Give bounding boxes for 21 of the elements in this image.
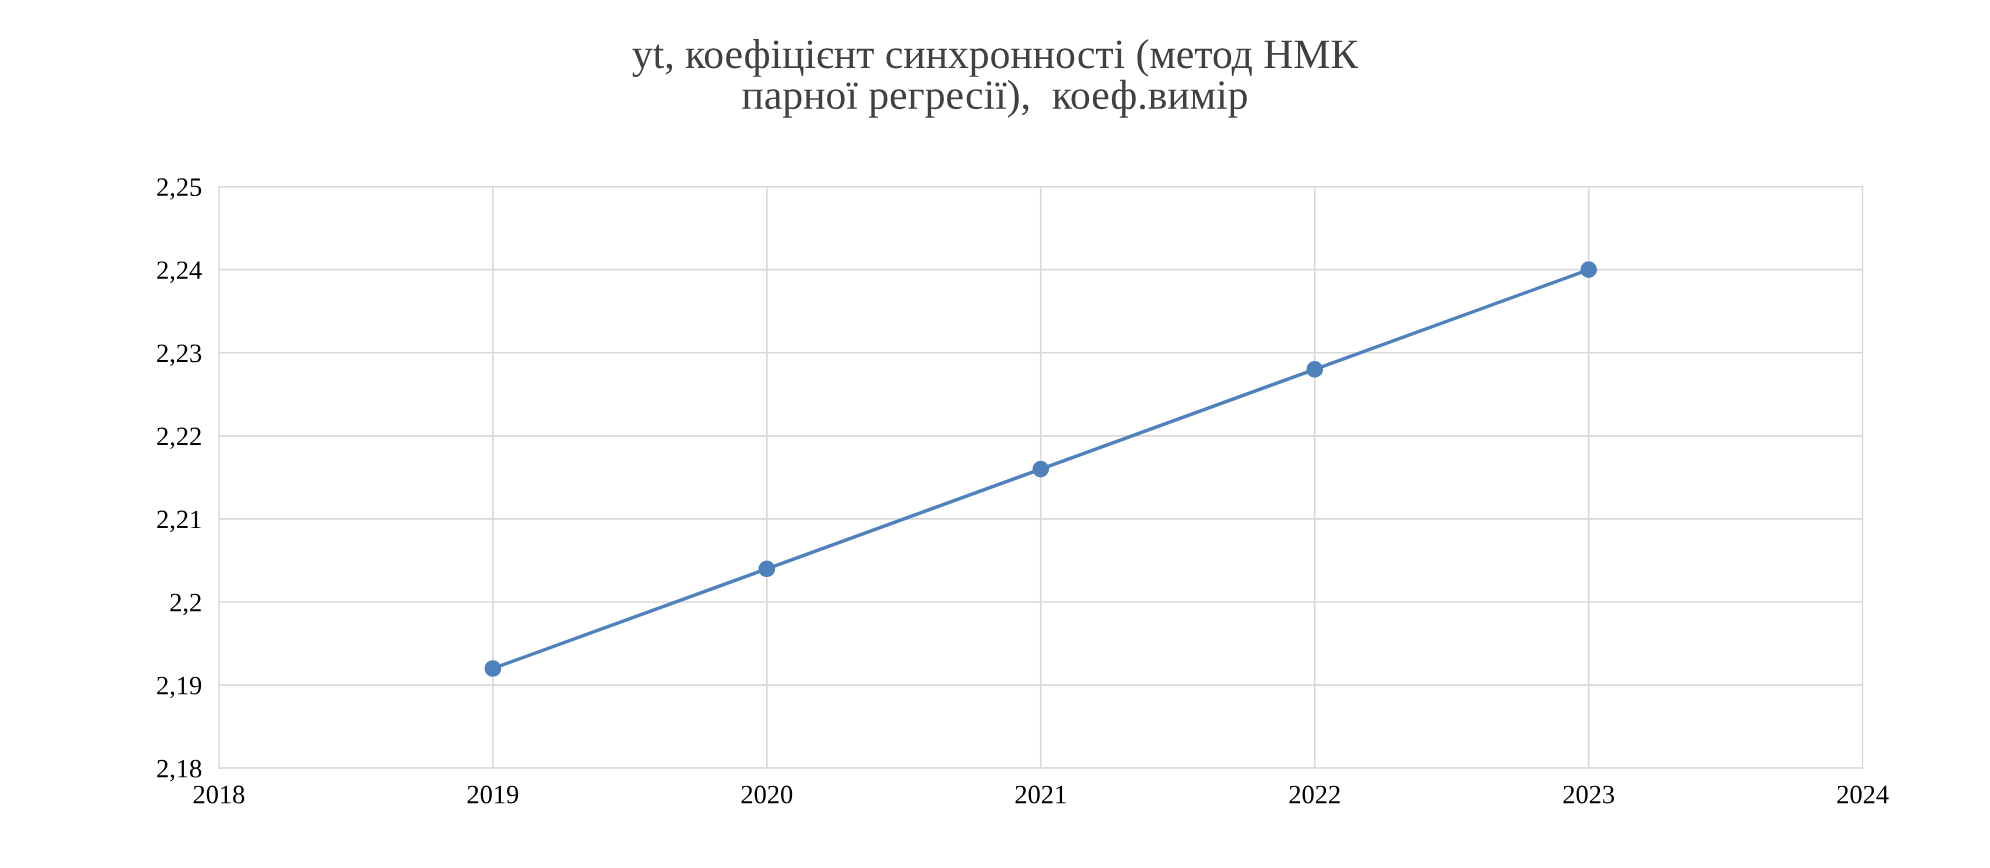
y-tick-label: 2,23	[157, 344, 202, 366]
y-tick-label: 2,25	[157, 178, 202, 200]
y-tick-label: 2,24	[157, 261, 202, 283]
point	[1306, 361, 1324, 378]
point	[758, 560, 776, 578]
x-tick-label: 2019	[467, 785, 519, 804]
y-tick-label: 2,18	[157, 759, 202, 782]
y-tick-label: 2,2	[170, 593, 201, 616]
y-tick-label: 2,22	[157, 427, 201, 450]
point	[484, 660, 502, 677]
x-tick-label: 2021	[1015, 785, 1066, 804]
y-tick-label: 2,19	[157, 676, 202, 699]
chart-title: yt, коефіцієнт синхронності (метод НМК парної регресії), коеф.вимір	[632, 39, 1359, 118]
point	[1580, 261, 1598, 279]
x-tick-label: 2020	[741, 785, 793, 804]
x-tick-label: 2023	[1563, 785, 1615, 804]
y-tick-label: 2,21	[157, 510, 201, 533]
x-tick-label: 2024	[1837, 785, 1889, 804]
x-tick-label: 2022	[1289, 785, 1340, 804]
point	[1032, 460, 1050, 478]
x-tick-label: 2018	[193, 785, 245, 804]
